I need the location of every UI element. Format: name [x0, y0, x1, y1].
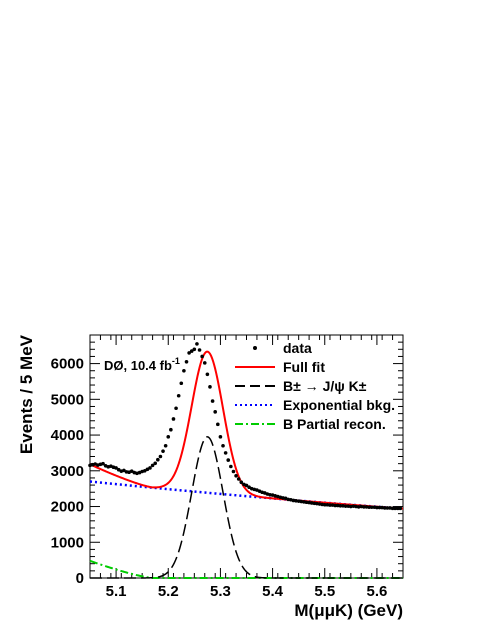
data-point [333, 503, 337, 508]
data-point [229, 464, 233, 469]
legend-label: data [283, 340, 312, 356]
data-point [195, 342, 199, 346]
data-point [192, 347, 197, 352]
data-point [171, 417, 176, 421]
data-point [213, 410, 217, 414]
legend-label: Exponential bkg. [283, 397, 395, 413]
y-tick-label: 0 [76, 570, 84, 587]
data-point [223, 451, 228, 455]
x-tick-label: 5.5 [314, 583, 335, 600]
legend-label: B Partial recon. [283, 416, 386, 432]
data-point [197, 348, 202, 352]
legend-label: Full fit [283, 359, 325, 375]
data-point [362, 505, 366, 509]
data-point [231, 469, 236, 474]
data-point [234, 474, 238, 478]
x-tick-label: 5.4 [262, 583, 284, 600]
data-point [367, 505, 371, 510]
legend-marker [253, 346, 257, 350]
y-tick-label: 2000 [51, 499, 84, 516]
data-point [377, 505, 382, 510]
data-point [166, 435, 171, 439]
legend: data Full fit B± → J/ψ K± Exponential bkg. B… [235, 340, 395, 432]
x-tick-label: 5.6 [366, 583, 387, 600]
data-point [239, 480, 244, 485]
data-point [328, 503, 332, 507]
data-point [179, 381, 184, 386]
data-point [385, 506, 390, 510]
x-tick-label: 5.2 [158, 583, 179, 600]
data-point [221, 443, 225, 448]
data-point [395, 506, 400, 511]
annotation-label: DØ, 10.4 fb-1 [104, 356, 180, 373]
data-point [174, 406, 178, 411]
y-tick-label: 1000 [51, 534, 84, 551]
data-point [153, 461, 158, 466]
data-point [369, 505, 374, 510]
data-point [184, 360, 189, 364]
data-point [200, 354, 204, 359]
data-point [322, 502, 327, 507]
data-point [189, 349, 194, 353]
ticks-layer: 5.1 5.2 5.3 5.4 5.5 5.6 0 1000 2000 3000 4000 5000 6… [51, 334, 404, 600]
data-point [382, 506, 387, 510]
data-point [210, 399, 215, 403]
data-point [101, 461, 105, 466]
signal-curve [90, 436, 403, 579]
y-axis-title: Events / 5 MeV [17, 334, 36, 454]
full-fit-curve [89, 350, 404, 510]
data-point [338, 504, 343, 508]
data-point [148, 466, 152, 470]
data-point [236, 477, 241, 481]
data-point [343, 504, 348, 508]
data-point [158, 454, 163, 459]
legend-label: B± → J/ψ K± [283, 378, 367, 394]
x-tick-label: 5.3 [210, 583, 231, 600]
data-point [390, 506, 395, 511]
data-point [375, 505, 379, 510]
data-point [205, 372, 210, 377]
data-point [187, 351, 191, 355]
y-tick-label: 5000 [51, 391, 84, 408]
y-tick-label: 6000 [51, 356, 84, 373]
data-point [156, 457, 160, 462]
data-point [176, 393, 181, 398]
data-point [114, 466, 118, 470]
x-axis-title: M(μμK) (GeV) [294, 601, 403, 620]
y-tick-label: 4000 [51, 427, 84, 444]
data-points [88, 342, 403, 511]
data-point [202, 361, 207, 365]
data-point [182, 368, 186, 373]
data-point [216, 422, 220, 427]
data-point [163, 443, 168, 448]
x-tick-label: 5.1 [106, 583, 127, 600]
data-point [226, 458, 231, 462]
data-point [161, 449, 165, 453]
data-point [393, 506, 397, 511]
data-point [208, 385, 212, 389]
data-point [244, 483, 249, 488]
y-tick-label: 3000 [51, 463, 84, 480]
data-point [218, 435, 223, 439]
data-point [150, 463, 155, 468]
curves-layer [89, 350, 404, 579]
data-point [398, 506, 403, 511]
data-point [169, 427, 173, 432]
